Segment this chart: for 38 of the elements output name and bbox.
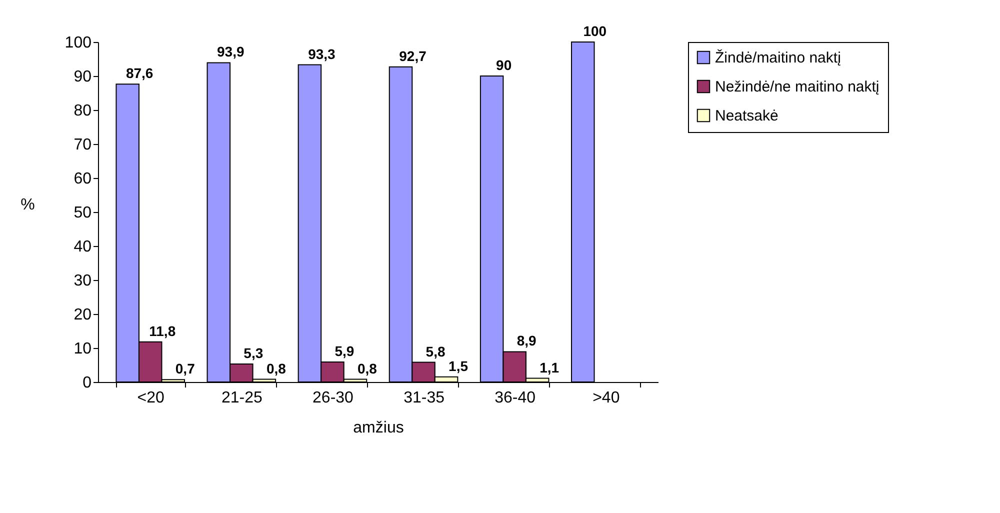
legend-label: Nežindė/ne maitino naktį (715, 78, 880, 96)
y-tick-label: 60 (74, 170, 92, 188)
y-tick-label: 100 (64, 34, 92, 52)
legend-label: Neatsakė (715, 108, 778, 124)
x-tick-label: 26-30 (312, 390, 354, 406)
data-label: 90 (496, 57, 512, 73)
x-tick-label: 36-40 (494, 390, 536, 406)
y-tick-label: 20 (74, 306, 92, 324)
data-label: 5,3 (244, 344, 264, 361)
data-label: 5,8 (426, 343, 446, 360)
data-label: 93,3 (308, 46, 336, 62)
data-label: 87,6 (126, 65, 154, 82)
y-tick-label: 0 (82, 374, 92, 392)
legend-label: Žindė/maitino naktį (715, 48, 841, 66)
data-label: 11,8 (149, 322, 176, 339)
data-label: 92,7 (399, 48, 427, 64)
data-label: 93,9 (217, 44, 244, 60)
y-tick-label: 50 (74, 204, 92, 222)
y-tick-label: 10 (74, 340, 92, 358)
data-label: 1,5 (448, 358, 468, 374)
x-tick-label: >40 (592, 390, 620, 406)
data-label: 0,8 (266, 360, 286, 376)
y-tick-label: 70 (74, 136, 92, 154)
data-label: 8,9 (516, 332, 537, 349)
data-label: 100 (583, 23, 607, 39)
y-axis-title: % (20, 196, 35, 214)
x-axis-title: amžius (353, 420, 404, 436)
x-tick-label: 31-35 (404, 390, 445, 406)
data-label: 1,1 (540, 359, 560, 376)
data-label: 0,7 (175, 360, 196, 377)
data-label: 0,8 (358, 360, 378, 376)
y-tick-label: 40 (74, 238, 92, 256)
x-tick-label: 21-25 (221, 390, 262, 406)
x-tick-label: <20 (137, 390, 165, 406)
y-tick-label: 30 (74, 272, 92, 290)
y-tick-label: 90 (74, 68, 92, 86)
data-label: 5,9 (334, 342, 354, 359)
y-tick-label: 80 (74, 102, 92, 120)
